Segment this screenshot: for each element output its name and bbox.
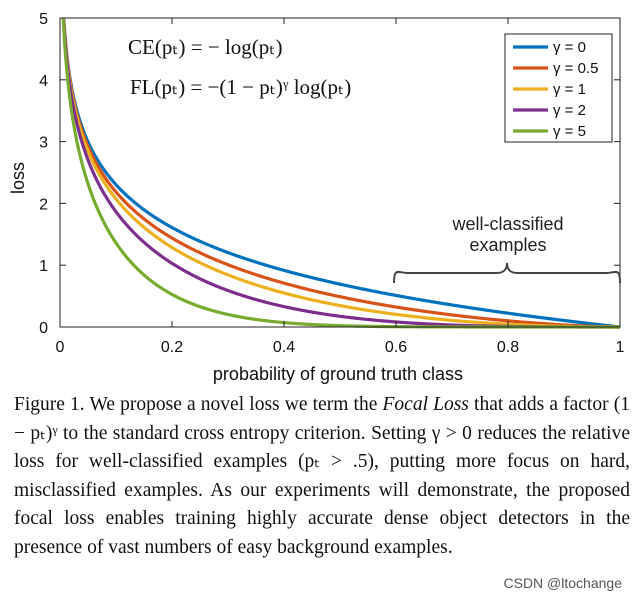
annotation-line2: examples bbox=[469, 235, 546, 255]
legend-label-3: γ = 2 bbox=[553, 102, 586, 119]
well-classified-brace bbox=[393, 262, 621, 284]
x-tick-label: 0.4 bbox=[273, 339, 295, 356]
series-line-2 bbox=[62, 17, 621, 329]
legend-label-1: γ = 0.5 bbox=[553, 60, 598, 77]
legend-label-2: γ = 1 bbox=[553, 81, 586, 98]
y-tick-label: 4 bbox=[39, 73, 48, 90]
series-line-0 bbox=[62, 17, 621, 329]
annotation-line1: well-classified bbox=[451, 214, 563, 234]
legend-label-0: γ = 0 bbox=[553, 39, 586, 56]
axis-ticks: 0 0.2 0.4 0.6 0.8 1 0 1 2 3 4 5 bbox=[39, 11, 624, 356]
caption-text-before: We propose a novel loss we term the bbox=[84, 394, 383, 415]
formula-ce: CE(pₜ) = − log(pₜ) bbox=[128, 35, 282, 59]
x-tick-label: 0.8 bbox=[497, 339, 519, 356]
series-line-1 bbox=[62, 16, 621, 329]
x-tick-label: 1 bbox=[616, 339, 625, 356]
formula-fl: FL(pₜ) = −(1 − pₜ)ᵞ log(pₜ) bbox=[130, 75, 351, 99]
series-curves bbox=[61, 16, 621, 329]
x-axis-label: probability of ground truth class bbox=[213, 364, 463, 384]
x-tick-label: 0.2 bbox=[161, 339, 183, 356]
y-tick-label: 5 bbox=[39, 11, 48, 28]
x-tick-label: 0 bbox=[56, 339, 65, 356]
axes-box bbox=[59, 17, 621, 328]
caption-text-after: that adds a factor (1 − pₜ)ᵞ to the stan… bbox=[14, 394, 630, 558]
y-tick-label: 1 bbox=[39, 258, 48, 275]
legend-label-4: γ = 5 bbox=[553, 123, 586, 140]
y-tick-label: 3 bbox=[39, 135, 48, 152]
caption-label: Figure 1. bbox=[14, 394, 85, 415]
figure-caption: Figure 1. We propose a novel loss we ter… bbox=[14, 391, 630, 562]
y-tick-label: 0 bbox=[39, 320, 48, 337]
y-tick-label: 2 bbox=[39, 196, 48, 213]
watermark: CSDN @ltochange bbox=[503, 575, 622, 591]
caption-emphasis: Focal Loss bbox=[382, 394, 469, 415]
legend: γ = 0 γ = 0.5 γ = 1 γ = 2 γ = 5 bbox=[504, 33, 613, 143]
x-tick-label: 0.6 bbox=[385, 339, 407, 356]
y-axis-label: loss bbox=[8, 162, 28, 194]
